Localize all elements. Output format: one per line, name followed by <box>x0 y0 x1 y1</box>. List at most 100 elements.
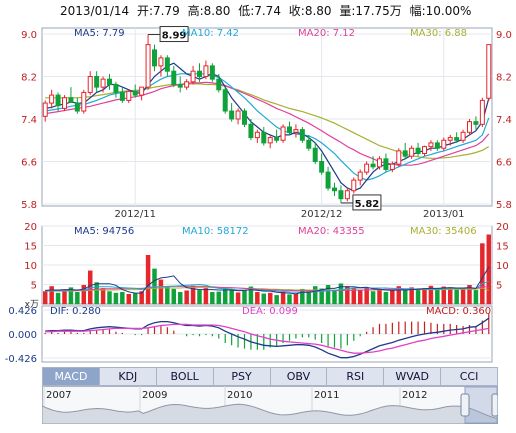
volume-bar <box>197 290 202 305</box>
volume-bar <box>42 291 48 305</box>
volume-bar <box>357 289 363 305</box>
candle-body <box>460 131 466 141</box>
volume-bar <box>120 292 125 305</box>
volume-legend-ma30: MA30: 35406 <box>410 226 477 237</box>
indicator-tabs: MACD KDJ BOLL PSY OBV RSI WVAD CCI <box>42 367 498 386</box>
candle-body <box>261 131 267 144</box>
price-y-tick-label: 7.4 <box>21 115 37 126</box>
volume-bar <box>68 287 74 305</box>
price-y-tick-label-right: 6.6 <box>496 158 512 169</box>
tab-cci[interactable]: CCI <box>459 370 479 383</box>
tab-boll[interactable]: BOLL <box>157 368 214 385</box>
macd-legend-dea: DEA: 0.099 <box>242 306 298 317</box>
volume-bar <box>255 292 260 305</box>
navigator-year-label: 2010 <box>227 390 252 401</box>
candle-body <box>454 137 460 141</box>
tab-rsi[interactable]: RSI <box>327 368 385 385</box>
volume-bar <box>306 291 312 305</box>
volume-bar <box>203 288 209 305</box>
volume-bar <box>126 294 132 305</box>
volume-legend-ma20: MA20: 43355 <box>298 226 365 237</box>
volume-bar <box>319 288 324 305</box>
candle-body <box>203 65 209 77</box>
volume-bar <box>325 285 331 305</box>
candle-body <box>467 121 472 133</box>
candle-body <box>49 94 55 104</box>
candle-body <box>113 83 119 93</box>
candle-body <box>319 161 325 173</box>
volume-bar <box>396 286 402 305</box>
volume-bar <box>81 285 87 305</box>
navigator-overview-area <box>42 403 498 424</box>
volume-bar <box>184 290 189 305</box>
candle-body <box>293 129 299 133</box>
tab-macd[interactable]: MACD <box>43 368 100 385</box>
volume-bar <box>158 279 164 305</box>
candle-body <box>312 147 318 162</box>
volume-bar <box>145 255 151 305</box>
volume-unit-label: x万 <box>25 300 39 310</box>
candle-body <box>55 94 61 107</box>
time-navigator[interactable]: 2007 2009 2010 2011 2012 <box>42 386 498 424</box>
volume-bar <box>280 292 286 305</box>
candle-body <box>415 147 421 155</box>
volume-y-tick-label: 15 <box>24 242 37 253</box>
tab-wvad[interactable]: WVAD <box>384 368 442 385</box>
price-y-tick-label: 6.6 <box>21 158 37 169</box>
candle-body <box>152 49 157 67</box>
volume-y-tick-label: 10 <box>24 261 37 272</box>
price-legend-ma10: MA10: 7.42 <box>182 28 239 39</box>
volume-bar <box>261 293 267 305</box>
tab-kdj[interactable]: KDJ <box>100 368 157 385</box>
quote-change: 幅:10.00% <box>409 4 472 18</box>
price-y-tick-label-right: 9.0 <box>496 30 512 41</box>
candle-body <box>441 139 447 149</box>
volume-bar <box>216 291 222 305</box>
volume-bar <box>428 285 434 305</box>
candle-body <box>94 76 100 88</box>
price-y-tick-label: 5.8 <box>21 200 37 211</box>
candle-body <box>184 81 190 88</box>
low-marker-box <box>352 194 382 211</box>
navigator-year-label: 2007 <box>46 390 71 401</box>
volume-y-tick-label-right: 10 <box>496 261 509 272</box>
candle-body <box>248 123 254 139</box>
volume-bar <box>235 292 241 305</box>
macd-y-tick-label: -0.426 <box>5 354 37 365</box>
candle-body <box>364 163 370 173</box>
tab-obv[interactable]: OBV <box>271 368 328 385</box>
volume-bar <box>177 292 183 305</box>
volume-y-tick-label: 5 <box>31 281 37 292</box>
volume-bar <box>94 282 99 305</box>
candle-body <box>139 86 145 96</box>
price-y-tick-label: 9.0 <box>21 30 37 41</box>
candle-body <box>479 99 485 125</box>
candle-body <box>107 78 112 85</box>
tab-psy[interactable]: PSY <box>214 368 271 385</box>
candle-body <box>81 91 87 112</box>
candle-body <box>383 158 389 170</box>
candle-body <box>287 126 292 133</box>
candle-body <box>216 78 222 91</box>
low-marker-label: 5.82 <box>355 199 380 210</box>
candle-body <box>171 70 177 85</box>
candle-body <box>132 90 138 96</box>
volume-bar <box>287 294 292 305</box>
ma-line-ma10 <box>45 73 490 181</box>
price-legend-ma30: MA30: 6.88 <box>410 28 467 39</box>
macd-y-tick-label: 0.426 <box>8 306 37 317</box>
volume-bar <box>402 289 408 305</box>
candle-body <box>357 171 363 181</box>
volume-bar <box>75 292 80 305</box>
candle-body <box>190 70 196 83</box>
volume-legend-ma10: MA10: 58172 <box>182 226 249 237</box>
candle-body <box>402 150 408 157</box>
price-y-tick-label-right: 8.2 <box>496 73 512 84</box>
ma-line-ma20 <box>45 81 490 166</box>
candle-body <box>42 102 48 117</box>
navigator-year-label: 2012 <box>402 390 427 401</box>
volume-bar <box>409 287 414 305</box>
volume-legend-ma5: MA5: 94756 <box>74 226 134 237</box>
candle-body <box>68 97 74 103</box>
